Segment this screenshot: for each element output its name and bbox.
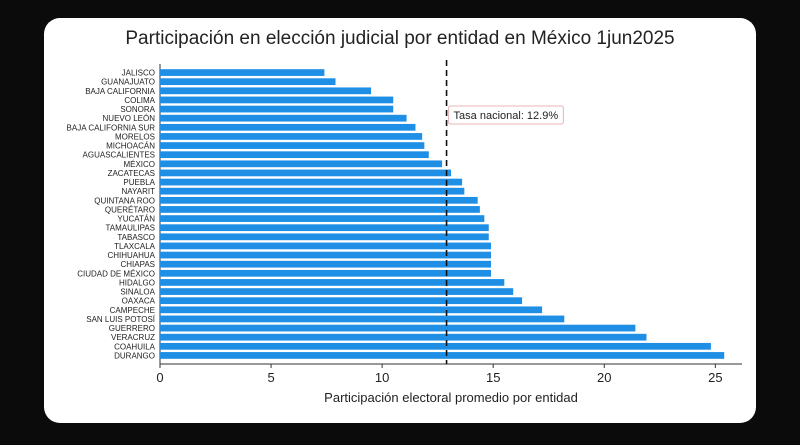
category-label: PUEBLA [123,178,155,187]
category-label: YUCATÁN [117,215,155,224]
category-label: QUERÉTARO [105,205,155,214]
x-tick-label: 10 [375,370,389,385]
bar [160,160,443,168]
category-label: NAYARIT [122,187,156,196]
x-tick-label: 0 [156,370,163,385]
category-label: QUINTANA ROO [94,196,155,205]
category-label: TABASCO [117,233,155,242]
category-label: TAMAULIPAS [106,224,156,233]
category-label: CHIHUAHUA [107,251,155,260]
category-label: BAJA CALIFORNIA SUR [67,123,156,132]
bar [160,151,429,159]
bar [160,288,514,295]
bar [160,196,478,204]
bar [160,187,465,195]
national-rate-annotation-box [448,105,564,125]
category-label: GUERRERO [109,324,155,333]
category-label: MICHOACÁN [106,142,155,151]
bar [160,215,485,222]
category-label: SONORA [120,105,155,114]
category-label: HIDALGO [119,278,155,287]
chart-title: Participación en elección judicial por e… [125,28,675,49]
x-tick-label: 15 [486,370,500,385]
bar [160,297,523,305]
bar [160,224,489,232]
category-label: CAMPECHE [110,306,155,315]
bar [160,96,394,104]
bar [160,69,325,76]
category-label: COLIMA [124,96,155,105]
bar [160,279,505,286]
category-label: SINALOA [120,288,155,297]
bar [160,206,480,213]
x-tick-label: 20 [597,370,611,385]
bar [160,233,489,241]
bar [160,242,491,250]
bar [160,87,372,95]
category-label: MÉXICO [123,160,155,169]
bar [160,105,394,113]
x-tick-label: 25 [708,370,722,385]
bar [160,178,463,186]
category-label: NUEVO LEÓN [103,114,156,123]
category-label: ZACATECAS [108,169,155,178]
x-tick-label: 5 [267,370,274,385]
category-label: CIUDAD DE MÉXICO [77,269,155,278]
x-axis-label: Participación electoral promedio por ent… [324,390,578,405]
chart-card: Participación en elección judicial por e… [44,18,756,423]
category-label: CHIAPAS [120,260,155,269]
bar [160,260,491,268]
bar [160,333,647,341]
category-label: DURANGO [114,351,155,360]
bar [160,123,416,131]
category-label: TLAXCALA [114,242,156,251]
bar [160,251,491,259]
bar [160,78,336,86]
bar [160,133,423,140]
category-label: AGUASCALIENTES [83,151,155,160]
bar [160,169,451,177]
national-rate-annotation: Tasa nacional: 12.9% [454,110,559,122]
category-label: VERACRUZ [111,333,155,342]
category-label: GUANAJUATO [101,78,155,87]
bar [160,324,636,332]
category-label: BAJA CALIFORNIA [85,87,155,96]
bar [160,269,491,277]
category-label: JALISCO [122,69,155,78]
bar [160,114,407,122]
category-label: SAN LUIS POTOSÍ [86,315,156,324]
category-label: MORELOS [115,132,155,141]
bar [160,352,725,359]
category-label: OAXACA [122,297,156,306]
bar [160,306,543,314]
bar [160,315,565,323]
category-label: COAHUILA [114,342,156,351]
bar [160,142,425,149]
bar [160,342,711,350]
